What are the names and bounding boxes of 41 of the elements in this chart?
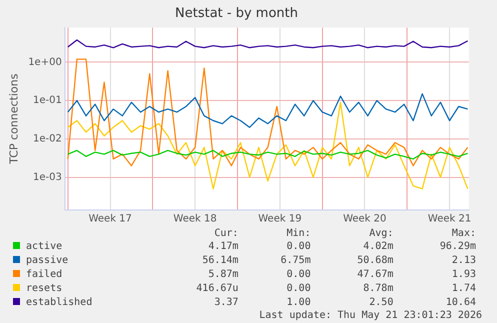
text: Cur: xyxy=(213,228,240,240)
y-tick-label: 1e-01 xyxy=(32,95,62,106)
legend-label: established xyxy=(25,296,94,310)
text: 10.64 xyxy=(444,296,477,310)
text: 4.17m xyxy=(207,240,240,254)
text: 2.13 xyxy=(450,254,477,268)
text: 0.00 xyxy=(286,268,312,282)
legend-label: failed xyxy=(25,268,64,282)
text: 56.14m xyxy=(201,254,240,268)
text: 6.75m xyxy=(280,254,312,268)
x-tick-label: Week 20 xyxy=(343,214,386,225)
text: 4.02m xyxy=(362,240,394,254)
y-tick-label: 1e-03 xyxy=(32,172,62,183)
x-tick-label: Week 19 xyxy=(258,214,302,225)
legend-label: active xyxy=(25,240,64,254)
x-tick-label: Week 18 xyxy=(173,214,217,225)
text: Avg: xyxy=(368,228,394,240)
y-tick-label: 1e+00 xyxy=(28,56,62,68)
text: 5.87m xyxy=(207,268,240,282)
text: 1.93 xyxy=(450,268,477,282)
text: 1.00 xyxy=(286,296,312,310)
legend-label: passive xyxy=(25,254,70,268)
text: 8.78m xyxy=(362,282,394,296)
text: Min: xyxy=(286,228,312,240)
legend-label: resets xyxy=(25,282,64,296)
text: 1.74 xyxy=(450,282,477,296)
y-axis-title: TCP connections xyxy=(7,73,20,165)
x-tick-label: Week 21 xyxy=(428,214,472,225)
x-tick-label: Week 17 xyxy=(88,214,132,225)
text: 0.00 xyxy=(286,282,312,296)
text: 416.67u xyxy=(195,282,240,296)
text: 0.00 xyxy=(286,240,312,254)
text: 47.67m xyxy=(356,268,394,282)
y-tick-label: 1e-02 xyxy=(32,134,62,145)
text: 96.29m xyxy=(438,240,477,254)
text: Last update: Thu May 21 23:01:23 2026 xyxy=(258,310,482,322)
text: 2.50 xyxy=(368,296,394,310)
text: Max: xyxy=(450,228,477,240)
chart-title: Netstat - by month xyxy=(175,6,298,22)
text: 50.68m xyxy=(356,254,394,268)
text: 3.37 xyxy=(213,296,240,310)
